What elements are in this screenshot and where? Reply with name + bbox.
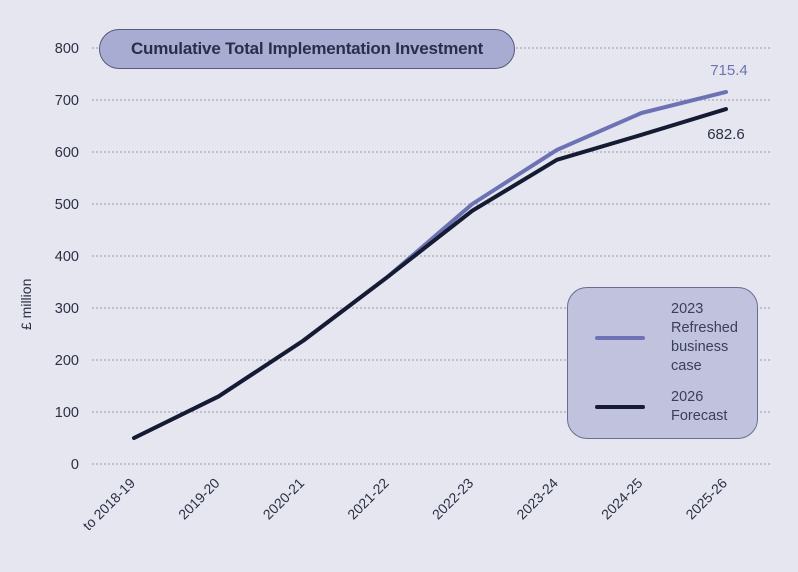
y-tick-label: 500 [55, 197, 79, 213]
chart-title: Cumulative Total Implementation Investme… [99, 29, 515, 69]
x-tick-label: 2019-20 [175, 475, 223, 523]
x-tick-label: 2022-23 [429, 475, 477, 523]
x-tick-label: 2021-22 [344, 475, 392, 523]
x-tick-label: to 2018-19 [79, 475, 138, 534]
y-tick-label: 200 [55, 353, 79, 369]
y-tick-label: 800 [55, 41, 79, 57]
x-tick-label: 2025-26 [682, 475, 730, 523]
legend-item-refreshed-business-case: 2023 Refreshed business case [568, 300, 761, 376]
y-axis-label: £ million [18, 278, 34, 330]
y-tick-label: 700 [55, 93, 79, 109]
y-tick-label: 0 [71, 457, 79, 473]
legend-label: 2026 Forecast [671, 389, 728, 424]
legend-swatch-forecast [595, 405, 645, 409]
legend: 2023 Refreshed business case 2026 Foreca… [567, 287, 758, 439]
y-tick-label: 600 [55, 145, 79, 161]
x-tick-label: 2024-25 [598, 475, 646, 523]
series-line-forecast [132, 107, 728, 440]
y-tick-label: 300 [55, 301, 79, 317]
legend-swatch-refreshed [595, 336, 645, 340]
x-tick-label: 2023-24 [513, 475, 561, 523]
data-label-forecast-end: 682.6 [707, 126, 745, 143]
y-tick-label: 400 [55, 249, 79, 265]
x-tick-label: 2020-21 [260, 475, 308, 523]
legend-label: 2023 Refreshed business case [671, 301, 738, 374]
data-label-refreshed-end: 715.4 [710, 62, 748, 79]
y-tick-label: 100 [55, 405, 79, 421]
legend-item-forecast: 2026 Forecast [568, 388, 761, 426]
